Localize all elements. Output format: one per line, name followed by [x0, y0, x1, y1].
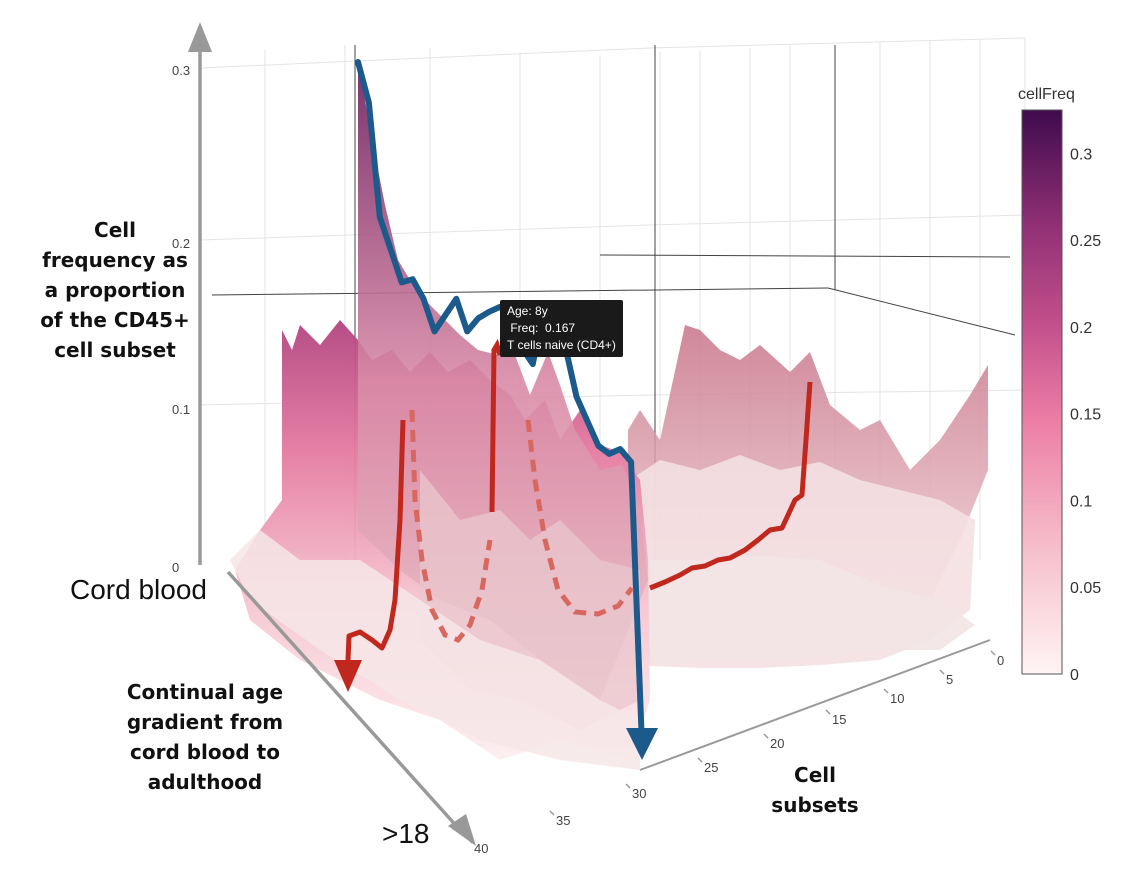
- y-axis-arrowhead: [448, 814, 476, 846]
- colorbar-tick-label: 0.05: [1070, 580, 1101, 597]
- red-vertical-marker: [489, 338, 503, 513]
- z-axis-title: Cell frequency as a proportion of the CD…: [40, 218, 190, 362]
- colorbar-ticks: 0.3 0.25 0.2 0.15 0.1 0.05 0: [1070, 146, 1101, 684]
- colorbar: 0.3 0.25 0.2 0.15 0.1 0.05 0: [1021, 109, 1101, 684]
- x-tick-mark: [763, 733, 769, 739]
- colorbar-tick-label: 0.3: [1070, 146, 1092, 163]
- x-tick-label: 15: [832, 712, 846, 727]
- colorbar-tick-label: 0.15: [1070, 407, 1101, 424]
- x-tick-mark: [625, 783, 631, 789]
- highlight-arrowhead: [626, 728, 658, 760]
- x-tick-label: 35: [556, 813, 570, 828]
- surface-floor-right: [650, 555, 975, 664]
- colorbar-tick-label: 0.25: [1070, 233, 1101, 250]
- x-tick-label: 30: [632, 786, 646, 801]
- red-age-trace: [345, 419, 406, 661]
- tooltip-freq: Freq: 0.167: [507, 321, 576, 335]
- z-tick-label: 0.1: [172, 402, 190, 417]
- x-tick-label: 20: [770, 736, 784, 751]
- frame-line: [211, 287, 829, 296]
- axis-ticks: 0.3 0.2 0.1 0 0 5 10 15 20 25 30 35 40: [172, 63, 1004, 856]
- x-tick-mark: [883, 688, 889, 694]
- colorbar-gradient: [1021, 109, 1063, 675]
- z-tick-label: 0.2: [172, 236, 190, 251]
- surface-mesh: [230, 60, 988, 770]
- frame-line: [599, 254, 1011, 258]
- x-axis-title: Cell subsets: [771, 763, 859, 817]
- x-tick-mark: [697, 757, 703, 763]
- surface-floor-left: [230, 530, 640, 770]
- frame-line: [827, 287, 1016, 336]
- hover-tooltip: Age: 8y Freq: 0.167 T cells naive (CD4+): [500, 300, 623, 357]
- colorbar-tick-label: 0: [1070, 667, 1079, 684]
- y-axis-start-label: Cord blood: [70, 574, 207, 605]
- grid-line: [199, 224, 651, 241]
- x-tick-mark: [990, 650, 996, 656]
- x-tick-mark: [467, 838, 473, 844]
- colorbar-tick-label: 0.1: [1070, 494, 1092, 511]
- grid-line: [649, 214, 1026, 226]
- x-tick-label: 40: [474, 841, 488, 856]
- z-axis-arrowhead: [188, 22, 212, 52]
- y-axis-title: Continual age gradient from cord blood t…: [126, 680, 284, 794]
- tooltip-subset: T cells naive (CD4+): [507, 338, 616, 352]
- grid-line: [649, 37, 1026, 49]
- x-tick-mark: [549, 810, 555, 816]
- red-right-trace: [649, 381, 813, 591]
- x-tick-label: 10: [890, 691, 904, 706]
- grid-line: [199, 47, 651, 69]
- red-dashed-left: [409, 409, 493, 643]
- colorbar-tick-label: 0.2: [1070, 320, 1092, 337]
- y-axis-end-label: >18: [382, 818, 430, 849]
- colorbar-title: cellFreq: [1018, 86, 1075, 103]
- x-axis-line: [639, 639, 991, 771]
- red-arrowhead: [334, 660, 362, 692]
- red-dashed-right: [525, 419, 634, 617]
- z-tick-label: 0.3: [172, 63, 190, 78]
- tooltip-age: Age: 8y: [507, 304, 548, 318]
- x-tick-mark: [825, 709, 831, 715]
- y-axis-line: [226, 570, 462, 832]
- x-tick-label: 25: [704, 760, 718, 775]
- z-tick-label: 0: [172, 560, 179, 575]
- x-tick-label: 0: [997, 653, 1004, 668]
- x-tick-label: 5: [946, 672, 953, 687]
- axes: [188, 22, 991, 846]
- x-tick-mark: [939, 669, 945, 675]
